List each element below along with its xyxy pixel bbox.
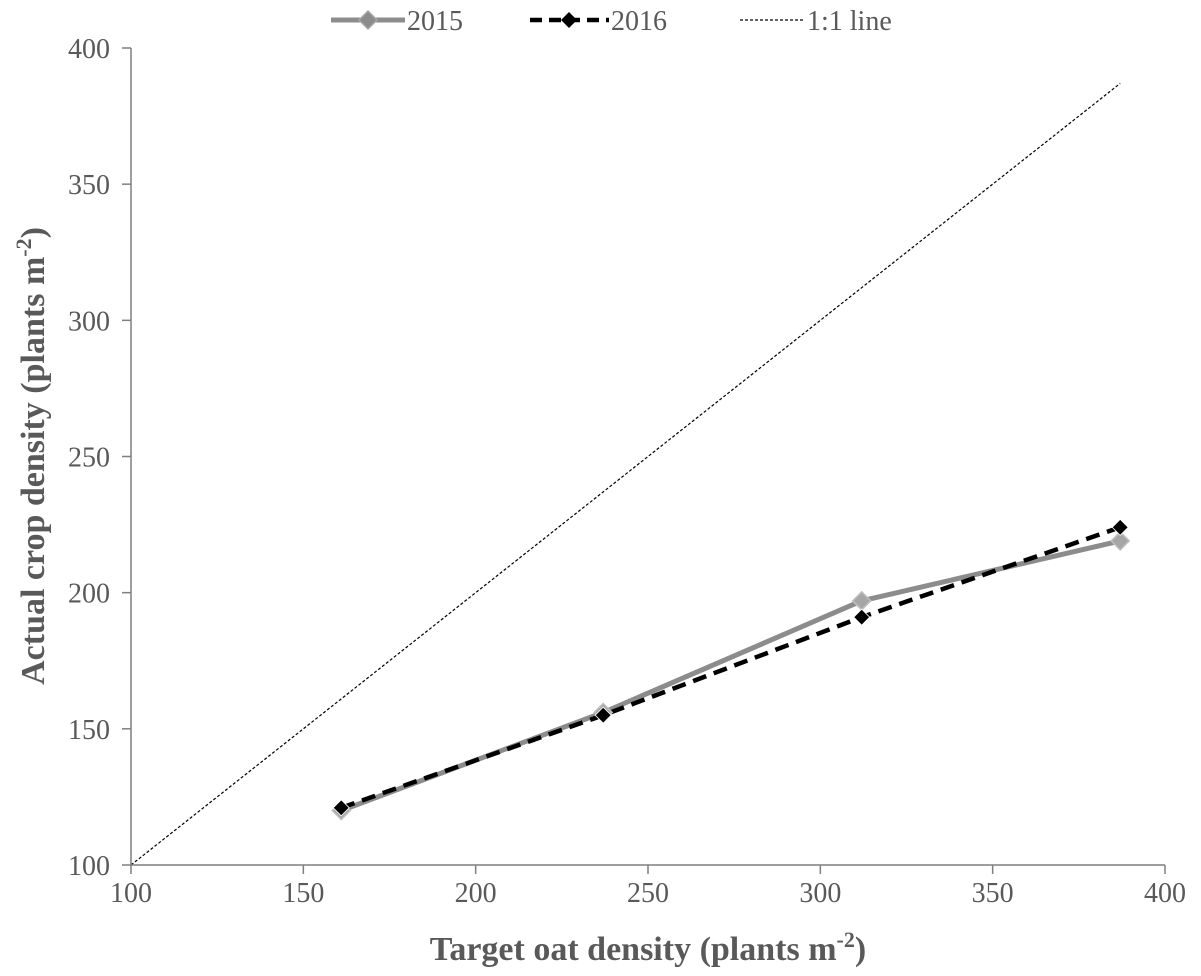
legend-swatch-2016-marker [561,12,577,28]
y-tick-label: 200 [68,579,110,610]
y-axis-title-superscript: -2 [11,238,36,256]
x-tick-label: 100 [110,878,152,909]
series-line-3 [130,82,1121,866]
x-axis-title-end: ) [855,931,866,968]
y-axis-title-end: ) [15,227,52,238]
x-ticks: 100 150 200 250 300 350 400 [110,865,1186,909]
y-tick-label: 250 [68,443,110,474]
x-tick-label: 200 [455,878,497,909]
y-tick-label: 300 [68,306,110,337]
legend: 2015 2016 1:1 line [331,6,892,37]
data-point-2 [853,608,871,626]
y-tick-label: 150 [68,715,110,746]
y-axis-title: Actual crop density (plants m-2) [11,227,52,685]
legend-label-1-1-line: 1:1 line [807,6,892,37]
x-axis-title-superscript: -2 [837,927,855,952]
x-tick-label: 250 [627,878,669,909]
x-tick-label: 400 [1144,878,1186,909]
y-axis-title-text: Actual crop density (plants m [15,257,52,685]
legend-item-1-1-line: 1:1 line [740,6,892,37]
data-point-2 [1111,518,1129,536]
x-axis-title-text: Target oat density (plants m [430,931,837,968]
data-point-1 [1110,530,1131,551]
data-point-2 [332,799,350,817]
series-lines [130,82,1121,866]
x-tick-label: 300 [799,878,841,909]
data-point-1 [851,590,872,611]
y-tick-label: 400 [68,34,110,65]
x-axis: 100 150 200 250 300 350 400 [110,864,1186,909]
legend-label-2016: 2016 [611,6,667,37]
series-line-2 [340,525,1121,810]
series-markers [331,518,1131,821]
x-tick-label: 150 [282,878,324,909]
x-axis-title: Target oat density (plants m-2) [430,927,866,968]
y-axis: 100 150 200 250 300 350 400 [68,34,132,882]
legend-swatch-2015-marker [357,9,379,31]
series-line-1 [340,538,1121,813]
y-tick-label: 100 [68,851,110,882]
x-tick-label: 350 [972,878,1014,909]
legend-item-2016: 2016 [530,6,667,37]
y-tick-label: 350 [68,170,110,201]
data-point-2 [594,706,612,724]
legend-label-2015: 2015 [407,6,463,37]
legend-item-2015: 2015 [331,6,463,37]
y-ticks: 100 150 200 250 300 350 400 [68,34,131,882]
